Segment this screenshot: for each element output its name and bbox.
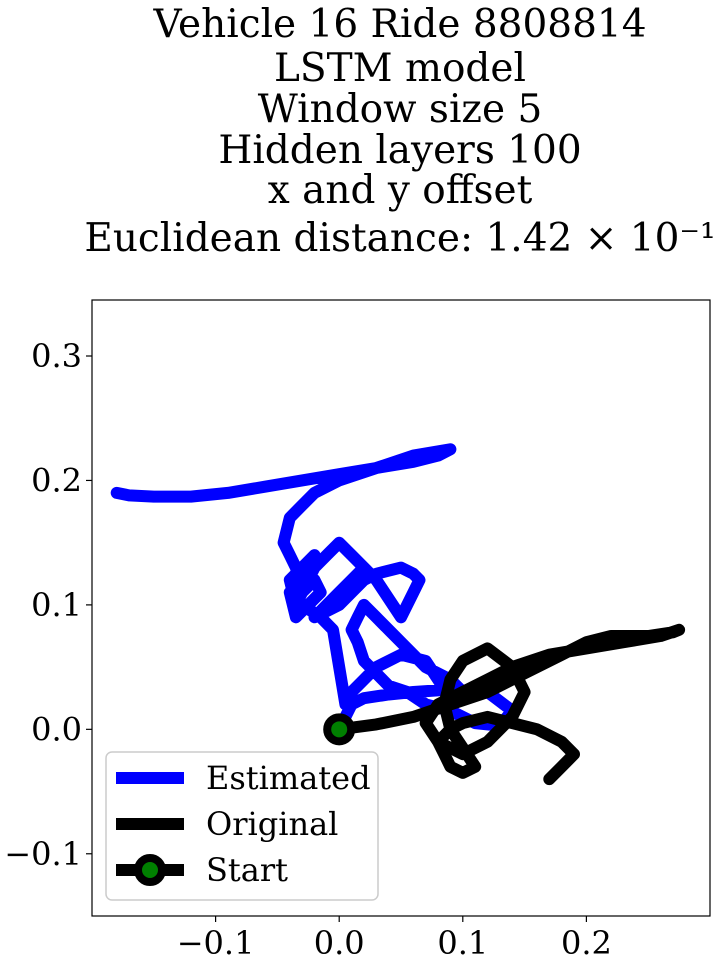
title-line-4: Hidden layers 100: [218, 128, 581, 173]
title-line-3: Window size 5: [258, 87, 543, 132]
title-line-2: LSTM model: [274, 46, 526, 91]
series-line-original: [333, 623, 686, 786]
legend-estimated-label: Estimated: [206, 759, 371, 797]
x-tick-label: 0.2: [561, 924, 612, 962]
legend-start-swatch-marker: [134, 854, 166, 886]
x-tick-label: 0.1: [437, 924, 488, 962]
title-line-1: Vehicle 16 Ride 8808814: [152, 2, 646, 47]
y-tick-label: 0.3: [31, 337, 82, 375]
legend-original-label: Original: [206, 805, 338, 843]
title-line-6: Euclidean distance: 1.42 × 10⁻¹: [84, 216, 715, 261]
y-axis: −0.1 0.0 0.1 0.2 0.3: [4, 337, 92, 873]
series-line-estimated: [110, 443, 519, 736]
legend-frame: [105, 751, 379, 901]
plot-frame: [91, 299, 711, 917]
y-tick-label: 0.1: [31, 586, 82, 624]
legend-start-label: Start: [206, 851, 288, 889]
x-axis: −0.1 0.0 0.1 0.2: [177, 916, 612, 962]
y-tick-label: 0.2: [31, 461, 82, 499]
chart-title: Vehicle 16 Ride 8808814 LSTM model Windo…: [84, 2, 715, 261]
x-tick-label: 0.0: [314, 924, 365, 962]
title-line-5: x and y offset: [268, 168, 533, 213]
y-tick-label: 0.0: [31, 710, 82, 748]
plot-area: [91, 299, 711, 917]
legend: Estimated Original Start: [105, 751, 379, 901]
x-tick-label: −0.1: [177, 924, 255, 962]
y-tick-label: −0.1: [4, 835, 82, 873]
start-marker: [323, 713, 356, 746]
